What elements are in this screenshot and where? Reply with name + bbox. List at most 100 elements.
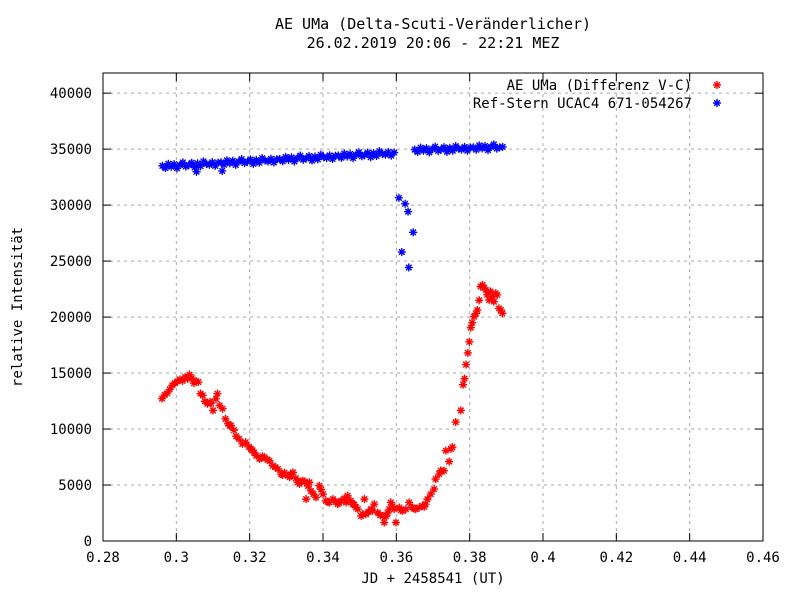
data-point — [198, 391, 207, 400]
data-point — [304, 151, 314, 161]
x-tick-label: 0.46 — [746, 550, 780, 566]
data-point — [291, 474, 301, 483]
data-point — [448, 146, 457, 155]
data-point — [400, 199, 410, 208]
data-point — [498, 309, 507, 318]
legend-label-refstar: Ref-Stern UCAC4 671-054267 — [473, 96, 692, 112]
data-point — [226, 421, 236, 430]
data-point — [468, 318, 477, 327]
data-point — [169, 159, 179, 169]
data-point — [451, 417, 460, 427]
data-point — [404, 498, 414, 507]
y-tick-label: 5000 — [58, 478, 92, 494]
data-point — [246, 155, 255, 164]
data-point — [389, 505, 399, 514]
data-point — [403, 207, 413, 216]
data-point — [316, 485, 326, 494]
data-point — [194, 377, 203, 387]
legend-markers — [712, 80, 722, 108]
data-point — [712, 98, 722, 108]
data-point — [192, 167, 201, 176]
data-point — [466, 323, 475, 332]
data-point — [287, 153, 296, 162]
chart-subtitle: 26.02.2019 20:06 - 22:21 MEZ — [307, 34, 560, 52]
data-point — [265, 456, 274, 465]
data-point — [241, 438, 250, 447]
y-tick-label: 10000 — [50, 422, 92, 438]
x-tick-label: 0.34 — [306, 550, 340, 566]
x-tick-label: 0.28 — [86, 550, 120, 566]
x-axis-label: JD + 2458541 (UT) — [361, 571, 504, 587]
data-point — [305, 478, 314, 487]
data-point — [288, 468, 298, 477]
data-point — [475, 296, 484, 305]
data-point — [360, 494, 369, 504]
data-point — [296, 151, 305, 160]
axis-ticks — [102, 73, 764, 542]
data-point — [228, 156, 237, 165]
data-point — [178, 376, 187, 386]
data-point — [311, 493, 321, 502]
legend-label-variable: AE UMa (Differenz V-C) — [507, 78, 692, 94]
data-point — [255, 158, 264, 167]
data-point — [426, 489, 435, 499]
x-tick-label: 0.4 — [530, 550, 555, 566]
data-point — [217, 166, 227, 176]
data-point — [489, 140, 499, 149]
y-tick-label: 0 — [84, 534, 92, 550]
data-point — [368, 506, 377, 515]
data-point — [473, 305, 482, 315]
y-tick-label: 15000 — [50, 366, 92, 382]
x-tick-label: 0.42 — [599, 550, 633, 566]
data-point — [492, 290, 502, 300]
data-point — [229, 425, 239, 435]
data-point — [307, 156, 317, 165]
data-point — [456, 406, 466, 415]
y-tick-label: 25000 — [50, 254, 92, 270]
data-point — [394, 193, 404, 203]
data-point — [165, 385, 174, 394]
data-point — [465, 337, 474, 347]
y-tick-label: 35000 — [50, 142, 92, 158]
data-point — [480, 141, 490, 151]
data-point — [178, 158, 188, 167]
series-ae-uma-points — [157, 280, 507, 527]
x-tick-label: 0.44 — [673, 550, 707, 566]
data-point — [211, 394, 221, 404]
data-point — [431, 474, 440, 484]
data-point — [413, 147, 422, 157]
data-point — [397, 247, 407, 257]
data-point — [343, 491, 352, 500]
data-point — [370, 499, 379, 509]
data-point — [161, 163, 170, 173]
y-tick-label: 40000 — [50, 86, 92, 102]
data-point — [337, 153, 346, 163]
data-point — [234, 434, 244, 444]
data-point — [422, 144, 431, 153]
data-point — [442, 147, 452, 157]
data-point — [489, 297, 499, 306]
data-point — [221, 414, 230, 424]
data-point — [486, 287, 495, 296]
data-point — [409, 228, 418, 237]
data-point — [354, 148, 364, 157]
data-point — [187, 373, 196, 383]
data-point — [448, 442, 457, 452]
data-point — [431, 142, 440, 151]
data-point — [206, 399, 216, 408]
gridlines — [103, 73, 763, 541]
y-axis-label: relative Intensität — [10, 227, 26, 387]
x-tick-label: 0.36 — [379, 550, 413, 566]
data-point — [185, 370, 194, 379]
x-tick-label: 0.38 — [453, 550, 487, 566]
data-point — [237, 154, 246, 164]
data-point — [463, 348, 473, 358]
x-tick-label: 0.3 — [164, 550, 189, 566]
data-point — [273, 464, 283, 474]
data-point — [341, 498, 351, 507]
data-point — [190, 163, 199, 172]
data-point — [441, 446, 451, 455]
data-point — [278, 157, 287, 166]
data-point — [313, 155, 323, 164]
